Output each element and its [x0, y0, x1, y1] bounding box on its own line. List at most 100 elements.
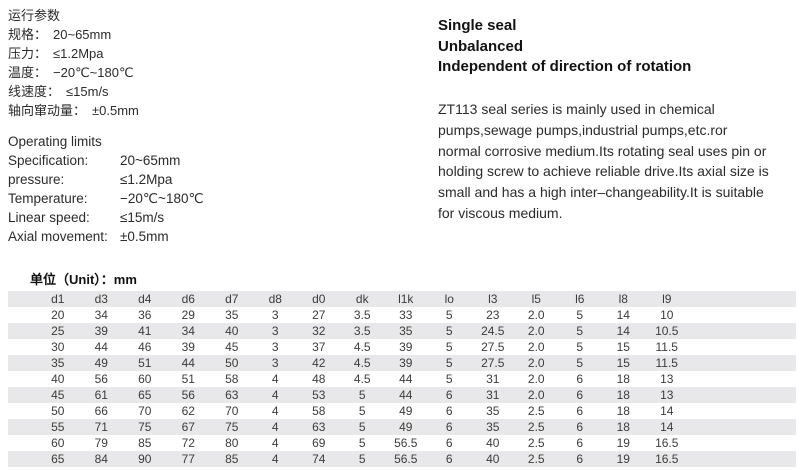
spec-value: ≤15m/s — [66, 84, 109, 99]
spec-value: 20~65mm — [53, 27, 112, 42]
table-spacer-cell — [8, 291, 36, 307]
table-cell: 65 — [138, 388, 152, 402]
table-cell: 29 — [181, 308, 195, 322]
table-header-cell: l6 — [575, 292, 585, 306]
table-cell: 6 — [576, 452, 584, 466]
table-cell: 2.0 — [527, 324, 545, 338]
table-cell: 56.5 — [394, 436, 418, 450]
product-description: ZT113 seal series is mainly used in chem… — [438, 101, 769, 221]
table-cell: 5 — [576, 356, 584, 370]
spec-item: Temperature: −20℃~180℃ — [8, 189, 204, 208]
table-cell: 35 — [51, 356, 65, 370]
table-cell: 23 — [486, 308, 500, 322]
table-header-cell: lo — [444, 292, 454, 306]
table-filler-cell — [689, 355, 797, 371]
table-cell: 5 — [576, 308, 584, 322]
dimensions-table: d1 d3 d4 d6 d7 d8 d0 dk l1k lo l3 l5 l6 l8 l9 20 34 36 29… — [8, 291, 796, 467]
table-cell: 56 — [94, 372, 108, 386]
spec-item: 轴向窜动量： ±0.5mm — [8, 101, 139, 120]
table-unit-label: 单位（Unit）：mm — [30, 272, 137, 287]
table-cell: 60 — [51, 436, 65, 450]
table-row: 65 84 90 77 85 4 74 5 56.5 6 40 2.5 6 19 16.5 — [8, 451, 796, 467]
table-cell: 61 — [94, 388, 108, 402]
table-cell: 39 — [94, 324, 108, 338]
table-header-cell: d4 — [138, 292, 152, 306]
table-cell: 79 — [94, 436, 108, 450]
table-cell: 3 — [271, 356, 279, 370]
table-cell: 18 — [616, 388, 630, 402]
table-cell: 35 — [486, 404, 500, 418]
spec-label: 轴向窜动量： — [8, 103, 87, 118]
table-cell: 69 — [312, 436, 326, 450]
table-cell: 62 — [181, 404, 195, 418]
table-cell: 5 — [445, 308, 453, 322]
table-cell: 85 — [225, 452, 239, 466]
table-cell: 16.5 — [655, 436, 679, 450]
table-cell: 4 — [271, 420, 279, 434]
table-cell: 10 — [660, 308, 674, 322]
spec-value: ±0.5mm — [92, 103, 139, 118]
table-cell: 37 — [312, 340, 326, 354]
table-cell: 4 — [271, 404, 279, 418]
table-cell: 33 — [399, 308, 413, 322]
table-cell: 2.5 — [527, 404, 545, 418]
spec-value: ±0.5mm — [120, 229, 169, 244]
table-cell: 3 — [271, 324, 279, 338]
table-cell: 34 — [181, 324, 195, 338]
table-cell: 34 — [94, 308, 108, 322]
table-header-cell: l9 — [662, 292, 672, 306]
table-cell: 4.5 — [353, 372, 371, 386]
table-cell: 36 — [138, 308, 152, 322]
table-cell: 14 — [616, 324, 630, 338]
table-cell: 4 — [271, 388, 279, 402]
table-spacer-cell — [8, 355, 36, 371]
table-cell: 2.0 — [527, 340, 545, 354]
table-header-cell: dk — [355, 292, 369, 306]
table-cell: 70 — [225, 404, 239, 418]
table-spacer-cell — [8, 451, 36, 467]
table-cell: 5 — [445, 324, 453, 338]
table-cell: 53 — [312, 388, 326, 402]
spec-value: ≤15m/s — [120, 210, 165, 225]
spec-label: Linear speed: — [8, 210, 90, 225]
table-cell: 6 — [445, 436, 453, 450]
table-cell: 18 — [616, 404, 630, 418]
table-cell: 10.5 — [655, 324, 679, 338]
table-cell: 66 — [94, 404, 108, 418]
table-cell: 90 — [138, 452, 152, 466]
cn-section-title: 运行参数 — [8, 8, 61, 23]
table-cell: 49 — [94, 356, 108, 370]
table-cell: 49 — [399, 420, 413, 434]
spec-item: 规格： 20~65mm — [8, 25, 139, 44]
spec-label: pressure: — [8, 172, 65, 187]
table-cell: 55 — [51, 420, 65, 434]
table-cell: 75 — [225, 420, 239, 434]
table-row: 30 44 46 39 45 3 37 4.5 39 5 27.5 2.0 5 15 11.5 — [8, 339, 796, 355]
table-cell: 2.0 — [527, 372, 545, 386]
table-cell: 45 — [225, 340, 239, 354]
table-header-cell: l1k — [398, 292, 414, 306]
table-cell: 2.0 — [527, 356, 545, 370]
table-cell: 4.5 — [353, 356, 371, 370]
table-cell: 3.5 — [353, 308, 371, 322]
spec-label: 温度： — [8, 65, 48, 80]
table-head: d1 d3 d4 d6 d7 d8 d0 dk l1k lo l3 l5 l6 l8 l9 — [8, 291, 796, 307]
spec-label: Specification: — [8, 153, 89, 168]
spec-item: Axial movement: ±0.5mm — [8, 227, 204, 246]
table-header-cell: d3 — [94, 292, 108, 306]
cn-spec-list: 规格： 20~65mm 压力： ≤1.2Mpa 温度： −20℃~180℃ 线速度： ≤… — [8, 25, 139, 120]
table-cell: 44 — [94, 340, 108, 354]
table-cell: 5 — [358, 452, 366, 466]
spec-value: −20℃~180℃ — [120, 191, 204, 206]
spec-value: −20℃~180℃ — [53, 65, 134, 80]
spec-label: 规格： — [8, 27, 48, 42]
table-cell: 27.5 — [481, 356, 505, 370]
table-header-cell: l5 — [531, 292, 541, 306]
table-cell: 44 — [399, 388, 413, 402]
table-header-cell: d1 — [51, 292, 65, 306]
spec-value: ≤1.2Mpa — [53, 46, 104, 61]
table-header-cell: l8 — [618, 292, 628, 306]
table-cell: 2.5 — [527, 436, 545, 450]
table-cell: 51 — [181, 372, 195, 386]
table-cell: 30 — [51, 340, 65, 354]
